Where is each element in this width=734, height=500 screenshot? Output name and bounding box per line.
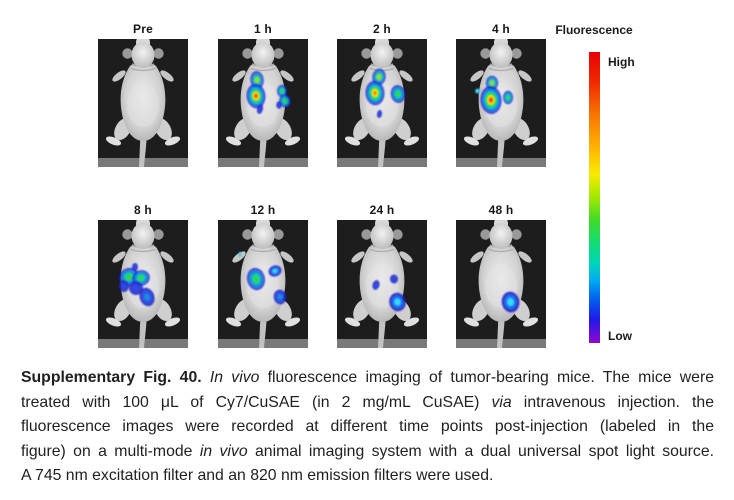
mouse-svg <box>456 39 546 167</box>
caption-segment: Supplementary Fig. 40. <box>21 369 210 386</box>
mouse-image-24h <box>337 220 427 348</box>
mouse-panel-2h: 2 h <box>337 22 427 167</box>
caption-line: Supplementary Fig. 40. In vivo fluoresce… <box>21 366 714 391</box>
mouse-panel-8h: 8 h <box>98 203 188 348</box>
colorbar-high-label: High <box>608 55 635 69</box>
mouse-svg <box>218 39 308 167</box>
mouse-svg <box>218 220 308 348</box>
colorbar-title: Fluorescence <box>555 23 633 37</box>
mouse-panel-pre: Pre <box>98 22 188 167</box>
mouse-image-pre <box>98 39 188 167</box>
mouse-panel-48h: 48 h <box>456 203 546 348</box>
timepoint-label-48h: 48 h <box>488 203 514 217</box>
caption-segment: intravenous injection. the <box>511 393 714 411</box>
caption-segment: treated with 100 μL of Cy7/CuSAE (in 2 m… <box>21 393 492 411</box>
mouse-panel-1h: 1 h <box>218 22 308 167</box>
figure-caption: Supplementary Fig. 40. In vivo fluoresce… <box>21 366 714 489</box>
caption-segment: animal imaging system with a dual univer… <box>247 442 714 460</box>
mouse-image-12h <box>218 220 308 348</box>
mouse-image-2h <box>337 39 427 167</box>
caption-line: treated with 100 μL of Cy7/CuSAE (in 2 m… <box>21 391 714 416</box>
caption-line: fluorescence images were recorded at dif… <box>21 415 714 440</box>
caption-line: A 745 nm excitation filter and an 820 nm… <box>21 464 714 489</box>
fluorescence-blobs <box>238 251 287 305</box>
caption-segment: in vivo <box>199 442 248 460</box>
mouse-image-4h <box>456 39 546 167</box>
caption-segment: fluorescence images were recorded at dif… <box>21 418 714 436</box>
fluorescence-blobs <box>372 274 406 312</box>
mouse-svg <box>98 39 188 167</box>
timepoint-label-8h: 8 h <box>134 203 152 217</box>
mouse-svg <box>337 39 427 167</box>
caption-segment: fluorescence imaging of tumor-bearing mi… <box>259 369 715 386</box>
mouse-image-1h <box>218 39 308 167</box>
fluorescence-blobs <box>246 71 291 114</box>
fluorescence-blobs <box>119 263 155 307</box>
caption-segment: In vivo <box>209 369 260 386</box>
colorbar-low-label: Low <box>608 329 632 343</box>
mouse-svg <box>98 220 188 348</box>
caption-line: figure) on a multi-mode in vivo animal i… <box>21 440 714 465</box>
timepoint-label-pre: Pre <box>133 22 153 36</box>
mouse-panel-12h: 12 h <box>218 203 308 348</box>
caption-segment: A 745 nm excitation filter and an 820 nm… <box>21 467 494 485</box>
timepoint-label-24h: 24 h <box>369 203 395 217</box>
mouse-image-48h <box>456 220 546 348</box>
caption-segment: via <box>491 393 512 411</box>
timepoint-label-12h: 12 h <box>250 203 276 217</box>
mouse-image-8h <box>98 220 188 348</box>
fluorescence-blobs <box>501 291 520 313</box>
mouse-svg <box>337 220 427 348</box>
mouse-panel-24h: 24 h <box>337 203 427 348</box>
timepoint-label-4h: 4 h <box>492 22 510 36</box>
timepoint-label-1h: 1 h <box>254 22 272 36</box>
fluorescence-blobs <box>365 68 406 118</box>
caption-segment: figure) on a multi-mode <box>21 442 200 460</box>
mouse-panel-4h: 4 h <box>456 22 546 167</box>
timepoint-label-2h: 2 h <box>373 22 391 36</box>
colorbar-gradient <box>589 52 600 343</box>
fluorescence-blobs <box>474 75 514 114</box>
mouse-svg <box>456 220 546 348</box>
